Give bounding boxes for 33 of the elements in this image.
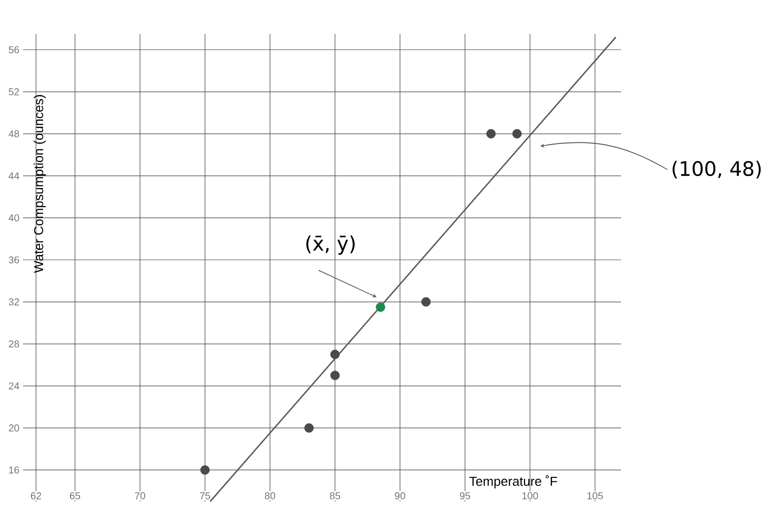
y-tick-label: 36	[8, 256, 20, 264]
point	[200, 465, 210, 475]
y-tick-label: 20	[8, 424, 20, 432]
x-tick-label: 95	[460, 492, 470, 500]
y-tick-label: 56	[8, 46, 20, 54]
x-tick-label: 80	[264, 492, 276, 500]
x-tick-label: 105	[587, 492, 603, 500]
y-tick-label: 16	[9, 466, 20, 474]
y-tick-label: 44	[8, 172, 20, 180]
y-tick-label: 24	[8, 382, 20, 390]
point	[330, 350, 340, 360]
y-tick-label: 52	[8, 88, 19, 96]
x-tick-label: 75	[200, 492, 210, 500]
y-tick-label: 48	[8, 130, 20, 138]
point	[486, 129, 496, 138]
y-tick-label: 32	[8, 298, 19, 306]
y-tick-label: 28	[8, 340, 20, 348]
annotation: (x̄, ȳ)	[306, 236, 355, 255]
x-tick-label: 70	[134, 492, 146, 500]
point	[376, 302, 386, 312]
point	[304, 423, 314, 433]
x-tick-label: 90	[394, 492, 406, 500]
y-axis-title: Water Compsumption (ounces)	[34, 95, 46, 273]
x-tick-label: 62	[30, 492, 42, 500]
x-tick-label: 100	[522, 492, 538, 500]
point	[512, 129, 522, 138]
x-tick-label: 65	[70, 492, 80, 500]
x-tick-label: 85	[330, 492, 340, 500]
point	[421, 297, 431, 307]
point	[330, 370, 340, 380]
x-axis-title: Temperature ˚F	[469, 475, 558, 488]
text: (100, 48)	[672, 160, 761, 178]
y-tick-label: 40	[8, 214, 20, 222]
